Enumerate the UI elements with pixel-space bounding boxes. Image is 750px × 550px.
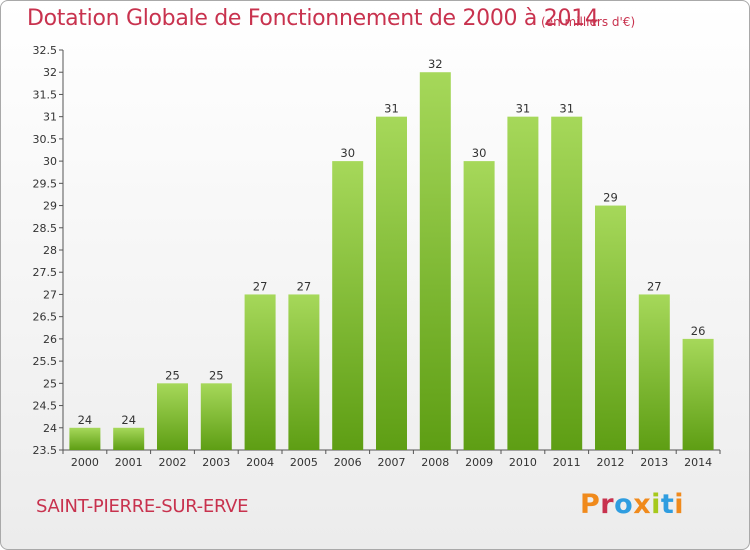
y-tick-label: 31 xyxy=(43,111,57,124)
x-tick-label: 2001 xyxy=(115,456,143,469)
y-tick-label: 27.5 xyxy=(33,266,58,279)
y-tick-label: 30.5 xyxy=(33,133,58,146)
y-tick-label: 31.5 xyxy=(33,88,58,101)
bar-value-label: 31 xyxy=(559,102,574,116)
bar-value-label: 27 xyxy=(253,279,268,293)
bar-value-label: 27 xyxy=(647,279,662,293)
x-tick-label: 2011 xyxy=(553,456,581,469)
bar xyxy=(682,338,714,450)
y-tick-label: 26 xyxy=(43,333,57,346)
bar xyxy=(113,427,145,450)
x-tick-label: 2007 xyxy=(378,456,406,469)
x-tick-label: 2014 xyxy=(684,456,712,469)
bar-value-label: 30 xyxy=(340,146,355,160)
bar-value-label: 31 xyxy=(516,102,531,116)
logo-letter: r xyxy=(600,489,615,520)
bar xyxy=(288,294,320,450)
bars: 24 24 25 25 27 27 30 31 32 30 31 31 29 27 26 xyxy=(69,57,714,451)
x-tick-label: 2000 xyxy=(71,456,99,469)
x-tick-label: 2013 xyxy=(640,456,668,469)
logo-letter: i xyxy=(651,489,661,520)
y-tick-label: 29 xyxy=(43,200,57,213)
chart-title: Dotation Globale de Fonctionnement de 20… xyxy=(27,6,599,31)
x-tick-label: 2009 xyxy=(465,456,493,469)
chart-subtitle: (en milliers d'€) xyxy=(541,15,636,29)
bar xyxy=(638,294,670,450)
x-tick-label: 2010 xyxy=(509,456,537,469)
bar xyxy=(463,161,495,450)
bar xyxy=(69,427,101,450)
x-tick-label: 2002 xyxy=(159,456,187,469)
y-tick-label: 32 xyxy=(43,66,57,79)
logo-letter: t xyxy=(660,489,675,520)
commune-name: SAINT-PIERRE-SUR-ERVE xyxy=(36,496,249,517)
y-tick-label: 27 xyxy=(43,288,57,301)
y-tick-label: 28.5 xyxy=(33,222,58,235)
y-tick-label: 30 xyxy=(43,155,57,168)
y-tick-label: 23.5 xyxy=(33,444,58,457)
bar xyxy=(157,383,188,450)
bar-value-label: 30 xyxy=(472,146,487,160)
bar-value-label: 26 xyxy=(691,324,706,338)
y-axis: 23.5 24 24.5 25 25.5 26 26.5 27 27.5 28 28.5 29 29.5… xyxy=(33,44,64,457)
bar-value-label: 29 xyxy=(603,191,618,205)
bar-value-label: 24 xyxy=(121,413,136,427)
logo-letter: P xyxy=(580,489,601,520)
x-tick-label: 2008 xyxy=(421,456,449,469)
bar xyxy=(332,161,364,450)
x-axis: 2000 2001 2002 2003 2004 2005 2006 2007 2008 2009… xyxy=(62,449,721,469)
y-tick-label: 26.5 xyxy=(33,311,58,324)
bar xyxy=(200,383,232,450)
bar xyxy=(551,116,583,451)
bar-value-label: 25 xyxy=(209,368,224,382)
bar-value-label: 25 xyxy=(165,368,180,382)
x-tick-label: 2005 xyxy=(290,456,318,469)
y-tick-label: 25.5 xyxy=(33,355,58,368)
bar-value-label: 31 xyxy=(384,102,399,116)
logo-letter: x xyxy=(633,489,652,520)
bar-value-label: 24 xyxy=(78,413,93,427)
y-tick-label: 24.5 xyxy=(33,400,58,413)
x-tick-label: 2003 xyxy=(202,456,230,469)
x-tick-label: 2004 xyxy=(246,456,274,469)
logo-letter: i xyxy=(674,489,685,520)
bar xyxy=(507,116,539,451)
y-tick-label: 28 xyxy=(43,244,57,257)
bar xyxy=(244,294,276,450)
bar xyxy=(419,72,451,450)
y-tick-label: 29.5 xyxy=(33,177,58,190)
y-tick-label: 24 xyxy=(43,422,57,435)
y-tick-label: 25 xyxy=(43,377,57,390)
y-tick-label: 32.5 xyxy=(33,44,58,57)
bar xyxy=(595,205,626,450)
bar xyxy=(376,116,407,451)
logo-letter: o xyxy=(614,489,634,520)
proxiti-logo: Proxiti xyxy=(580,489,684,520)
x-tick-label: 2012 xyxy=(597,456,625,469)
bar-value-label: 27 xyxy=(297,279,312,293)
x-tick-label: 2006 xyxy=(334,456,362,469)
bar-value-label: 32 xyxy=(428,57,443,71)
